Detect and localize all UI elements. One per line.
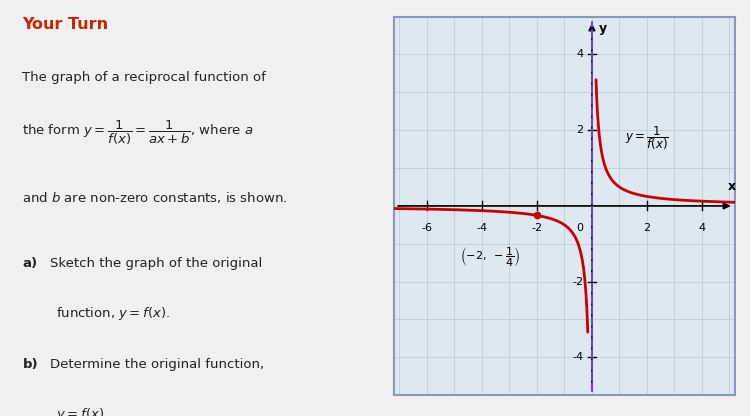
Text: b): b) [22, 358, 38, 371]
Text: 0: 0 [577, 223, 584, 233]
Text: 4: 4 [577, 50, 584, 59]
Text: x: x [728, 180, 736, 193]
Text: 2: 2 [577, 125, 584, 135]
Text: -4: -4 [572, 352, 584, 362]
Text: 4: 4 [698, 223, 706, 233]
Text: -2: -2 [572, 277, 584, 287]
Text: $y = \dfrac{1}{f(x)}$: $y = \dfrac{1}{f(x)}$ [625, 124, 669, 151]
Text: -4: -4 [476, 223, 488, 233]
Text: -6: -6 [422, 223, 432, 233]
Text: 2: 2 [644, 223, 650, 233]
Text: -2: -2 [531, 223, 542, 233]
Text: Sketch the graph of the original: Sketch the graph of the original [50, 257, 262, 270]
Text: Your Turn: Your Turn [22, 17, 109, 32]
Text: Determine the original function,: Determine the original function, [50, 358, 264, 371]
Text: The graph of a reciprocal function of: The graph of a reciprocal function of [22, 71, 266, 84]
Text: y: y [598, 22, 607, 35]
Text: the form $y = \dfrac{1}{f(x)} = \dfrac{1}{ax + b}$, where $a$: the form $y = \dfrac{1}{f(x)} = \dfrac{1… [22, 119, 254, 147]
Text: $\left(-2,\ -\dfrac{1}{4}\right)$: $\left(-2,\ -\dfrac{1}{4}\right)$ [460, 246, 520, 269]
Text: a): a) [22, 257, 38, 270]
Text: function, $y = f(x)$.: function, $y = f(x)$. [56, 305, 170, 322]
Text: $y = f(x)$.: $y = f(x)$. [56, 406, 108, 416]
Text: and $b$ are non-zero constants, is shown.: and $b$ are non-zero constants, is shown… [22, 190, 288, 206]
